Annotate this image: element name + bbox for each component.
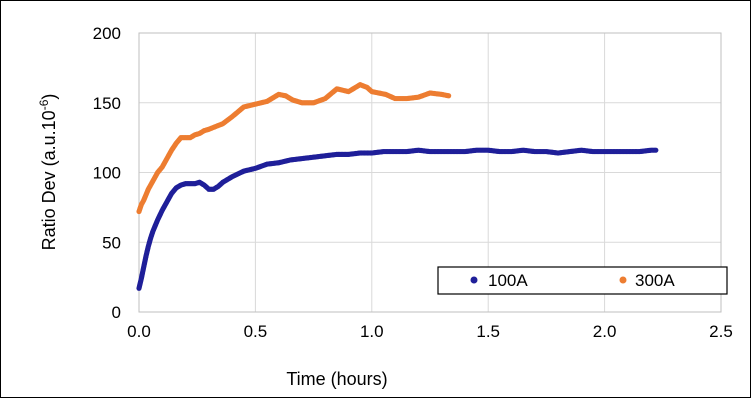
x-tick-label: 2.0 bbox=[593, 322, 617, 341]
legend-label-300A: 300A bbox=[635, 271, 675, 290]
legend: 100A 300A bbox=[437, 266, 728, 295]
point-300a bbox=[446, 93, 452, 99]
y-tick-label: 100 bbox=[93, 164, 121, 183]
plot-area-border bbox=[138, 32, 722, 313]
y-tick-label: 50 bbox=[102, 233, 121, 252]
y-axis-label-close: ) bbox=[39, 94, 59, 100]
y-axis-label: Ratio Dev (a.u.10-6) bbox=[37, 94, 59, 251]
legend-label-100A: 100A bbox=[488, 271, 528, 290]
x-tick-label: 1.5 bbox=[476, 322, 500, 341]
y-tick-label: 150 bbox=[93, 94, 121, 113]
x-axis-label: Time (hours) bbox=[286, 369, 387, 389]
y-tick-labels: 0 50 100 150 200 bbox=[93, 24, 121, 322]
x-tick-label: 2.5 bbox=[709, 322, 733, 341]
legend-marker-300A bbox=[619, 276, 627, 284]
y-tick-label: 0 bbox=[112, 303, 121, 322]
x-tick-labels: 0.0 0.5 1.0 1.5 2.0 2.5 bbox=[127, 322, 733, 341]
point-100a bbox=[653, 147, 659, 153]
x-tick-label: 0.0 bbox=[127, 322, 151, 341]
series-300a bbox=[136, 82, 452, 215]
plot-border bbox=[138, 32, 722, 313]
x-tick-label: 0.5 bbox=[244, 322, 268, 341]
y-tick-label: 200 bbox=[93, 24, 121, 43]
y-axis-label-superscript: -6 bbox=[37, 99, 51, 110]
series-layer bbox=[136, 82, 659, 291]
x-tick-label: 1.0 bbox=[360, 322, 384, 341]
legend-marker-100A bbox=[470, 276, 478, 284]
legend-box bbox=[437, 266, 728, 295]
y-axis-label-main: Ratio Dev (a.u.10 bbox=[39, 110, 59, 250]
series-100a bbox=[136, 147, 659, 291]
